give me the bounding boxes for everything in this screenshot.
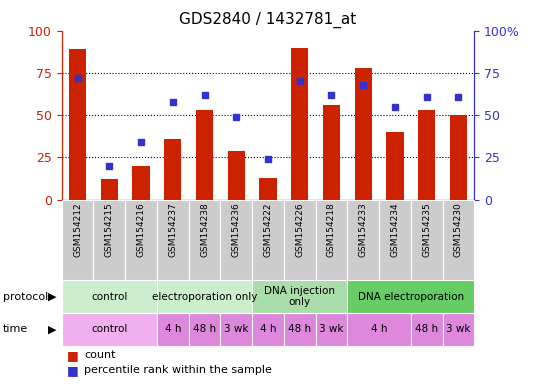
Bar — [418, 110, 435, 200]
Text: ■: ■ — [67, 364, 79, 377]
Text: 4 h: 4 h — [165, 324, 181, 334]
Bar — [284, 313, 316, 346]
Bar — [284, 200, 316, 280]
Text: ■: ■ — [67, 349, 79, 362]
Bar — [62, 313, 157, 346]
Text: GSM154222: GSM154222 — [264, 202, 272, 257]
Text: percentile rank within the sample: percentile rank within the sample — [84, 366, 272, 376]
Text: 3 wk: 3 wk — [319, 324, 344, 334]
Bar — [443, 200, 474, 280]
Text: 4 h: 4 h — [371, 324, 388, 334]
Bar — [347, 280, 474, 313]
Bar — [347, 200, 379, 280]
Text: GSM154230: GSM154230 — [454, 202, 463, 257]
Text: ▶: ▶ — [48, 291, 56, 302]
Text: count: count — [84, 350, 116, 360]
Text: GSM154237: GSM154237 — [168, 202, 177, 257]
Text: 48 h: 48 h — [193, 324, 216, 334]
Bar — [157, 200, 189, 280]
Bar — [62, 280, 157, 313]
Bar — [132, 166, 150, 200]
Bar — [354, 68, 372, 200]
Bar — [164, 139, 182, 200]
Text: 3 wk: 3 wk — [224, 324, 249, 334]
Text: ▶: ▶ — [48, 324, 56, 334]
Text: GSM154236: GSM154236 — [232, 202, 241, 257]
Bar — [411, 313, 443, 346]
Bar — [196, 110, 213, 200]
Text: DNA injection
only: DNA injection only — [264, 286, 335, 308]
Bar — [93, 200, 125, 280]
Bar — [227, 151, 245, 200]
Text: control: control — [91, 324, 128, 334]
Bar — [62, 200, 93, 280]
Bar — [291, 48, 309, 200]
Bar — [386, 132, 404, 200]
Text: GSM154216: GSM154216 — [137, 202, 145, 257]
Bar — [157, 313, 189, 346]
Bar — [157, 280, 252, 313]
Text: GSM154218: GSM154218 — [327, 202, 336, 257]
Text: 3 wk: 3 wk — [446, 324, 471, 334]
Text: DNA electroporation: DNA electroporation — [358, 291, 464, 302]
Bar — [189, 200, 220, 280]
Bar — [443, 313, 474, 346]
Bar — [379, 200, 411, 280]
Text: GSM154212: GSM154212 — [73, 202, 82, 257]
Bar — [252, 280, 347, 313]
Text: GSM154215: GSM154215 — [105, 202, 114, 257]
Bar — [189, 313, 220, 346]
Text: 4 h: 4 h — [260, 324, 276, 334]
Bar — [101, 179, 118, 200]
Bar — [125, 200, 157, 280]
Text: time: time — [3, 324, 28, 334]
Bar — [259, 178, 277, 200]
Title: GDS2840 / 1432781_at: GDS2840 / 1432781_at — [180, 12, 356, 28]
Text: control: control — [91, 291, 128, 302]
Bar — [252, 200, 284, 280]
Bar — [347, 313, 411, 346]
Bar — [450, 115, 467, 200]
Text: GSM154235: GSM154235 — [422, 202, 431, 257]
Bar — [411, 200, 443, 280]
Bar — [252, 313, 284, 346]
Text: 48 h: 48 h — [288, 324, 311, 334]
Text: GSM154238: GSM154238 — [200, 202, 209, 257]
Bar — [316, 200, 347, 280]
Bar — [323, 105, 340, 200]
Text: GSM154226: GSM154226 — [295, 202, 304, 257]
Text: protocol: protocol — [3, 291, 48, 302]
Bar — [220, 200, 252, 280]
Text: GSM154234: GSM154234 — [391, 202, 399, 257]
Text: GSM154233: GSM154233 — [359, 202, 368, 257]
Bar — [220, 313, 252, 346]
Text: 48 h: 48 h — [415, 324, 438, 334]
Bar — [316, 313, 347, 346]
Bar — [69, 49, 86, 200]
Text: electroporation only: electroporation only — [152, 291, 257, 302]
